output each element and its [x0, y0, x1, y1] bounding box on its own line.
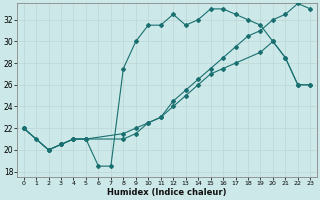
X-axis label: Humidex (Indice chaleur): Humidex (Indice chaleur) [107, 188, 227, 197]
